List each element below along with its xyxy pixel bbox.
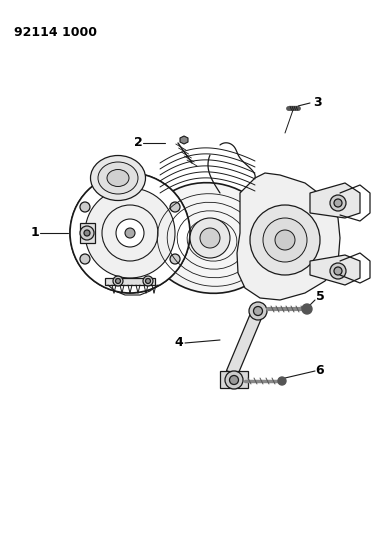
Circle shape (200, 228, 220, 248)
Circle shape (253, 306, 262, 316)
Circle shape (302, 304, 312, 314)
Circle shape (80, 202, 90, 212)
Circle shape (102, 205, 158, 261)
Circle shape (278, 377, 286, 385)
Circle shape (115, 279, 121, 284)
Circle shape (250, 205, 320, 275)
Circle shape (330, 195, 346, 211)
Polygon shape (237, 173, 340, 300)
Text: 5: 5 (316, 289, 324, 303)
Circle shape (80, 254, 90, 264)
Circle shape (80, 226, 94, 240)
Circle shape (225, 371, 243, 389)
Circle shape (263, 218, 307, 262)
Circle shape (330, 263, 346, 279)
Text: 1: 1 (31, 227, 39, 239)
Circle shape (85, 188, 175, 278)
Text: 4: 4 (175, 336, 183, 350)
Circle shape (190, 218, 230, 258)
Polygon shape (105, 278, 155, 285)
Circle shape (170, 202, 180, 212)
Circle shape (70, 173, 190, 293)
Circle shape (334, 267, 342, 275)
Text: 6: 6 (316, 364, 324, 376)
Text: 3: 3 (314, 96, 322, 109)
Circle shape (125, 228, 135, 238)
Polygon shape (180, 136, 188, 144)
Circle shape (84, 230, 90, 236)
Ellipse shape (98, 162, 138, 194)
Circle shape (143, 276, 153, 286)
Polygon shape (227, 309, 264, 375)
Polygon shape (310, 183, 360, 218)
Circle shape (275, 230, 295, 250)
Circle shape (116, 219, 144, 247)
Circle shape (146, 279, 150, 284)
Circle shape (113, 276, 123, 286)
Circle shape (70, 173, 190, 293)
Text: 2: 2 (133, 136, 143, 149)
Circle shape (334, 199, 342, 207)
Circle shape (170, 254, 180, 264)
Polygon shape (220, 371, 248, 388)
Polygon shape (310, 255, 360, 285)
Circle shape (249, 302, 267, 320)
Circle shape (230, 376, 239, 384)
Ellipse shape (107, 169, 129, 187)
Text: 92114 1000: 92114 1000 (14, 26, 97, 39)
Ellipse shape (145, 183, 275, 293)
Ellipse shape (90, 156, 146, 200)
Polygon shape (80, 223, 95, 243)
